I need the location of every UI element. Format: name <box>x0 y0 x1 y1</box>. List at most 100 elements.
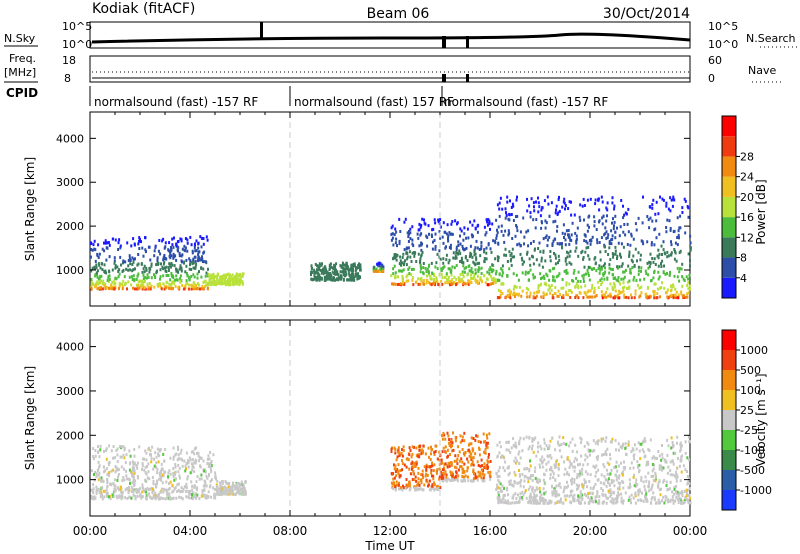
range-cell <box>542 487 545 491</box>
range-cell <box>670 243 673 247</box>
range-cell <box>564 243 567 247</box>
range-cell <box>596 478 599 482</box>
range-cell <box>131 263 134 266</box>
range-cell <box>456 221 459 225</box>
range-cell <box>583 204 586 207</box>
range-cell <box>402 268 405 272</box>
range-cell <box>466 457 469 461</box>
range-cell <box>348 268 351 272</box>
range-cell <box>519 492 522 496</box>
range-cell <box>590 267 593 271</box>
range-cell <box>609 499 612 503</box>
range-cell <box>463 267 466 271</box>
range-cell <box>665 204 668 208</box>
range-cell <box>579 280 582 283</box>
range-cell <box>98 455 101 459</box>
range-cell <box>144 449 147 453</box>
range-cell <box>432 477 435 481</box>
range-cell <box>548 499 551 503</box>
range-cell <box>189 263 191 267</box>
range-cell <box>398 473 401 477</box>
range-cell <box>586 455 589 459</box>
range-cell <box>575 246 578 250</box>
range-cell <box>509 451 512 454</box>
range-cell <box>411 276 414 280</box>
range-cell <box>181 260 183 264</box>
range-cell <box>596 458 599 461</box>
range-cell <box>596 490 599 494</box>
range-cell <box>213 282 216 286</box>
range-cell <box>638 286 641 290</box>
range-cell <box>179 451 182 455</box>
range-cell <box>115 449 118 452</box>
range-cell <box>577 486 580 490</box>
range-cell <box>399 469 402 472</box>
range-cell <box>317 277 320 281</box>
range-cell <box>234 487 237 491</box>
range-cell <box>598 266 601 270</box>
range-cell <box>598 271 601 275</box>
range-cell <box>440 272 443 276</box>
range-cell <box>184 489 187 493</box>
range-cell <box>684 495 687 499</box>
range-cell <box>527 487 530 491</box>
range-cell <box>476 434 479 438</box>
range-cell <box>332 266 334 270</box>
range-cell <box>669 227 672 230</box>
range-cell <box>181 489 184 493</box>
range-cell <box>509 482 512 486</box>
range-cell <box>582 486 585 490</box>
range-cell <box>391 224 394 228</box>
range-cell <box>658 467 661 471</box>
range-cell <box>103 465 105 469</box>
range-cell <box>398 242 401 246</box>
range-cell <box>214 282 217 286</box>
range-cell <box>116 486 119 490</box>
range-cell <box>506 260 509 263</box>
range-cell <box>442 466 445 470</box>
range-cell <box>465 236 468 240</box>
range-cell <box>660 458 663 462</box>
range-cell <box>441 472 444 475</box>
range-cell <box>432 227 435 231</box>
range-cell <box>129 481 131 485</box>
range-cell <box>474 246 477 250</box>
range-cell <box>537 450 540 454</box>
range-cell <box>194 495 197 499</box>
range-cell <box>576 487 578 491</box>
range-cell <box>464 282 467 286</box>
range-cell <box>548 214 551 218</box>
range-cell <box>601 296 604 300</box>
range-cell <box>484 281 487 285</box>
range-cell <box>242 492 245 496</box>
range-cell <box>393 476 396 480</box>
range-cell <box>514 441 517 445</box>
range-cell <box>318 267 320 271</box>
range-cell <box>587 442 590 446</box>
colorbar-tick-label: -25 <box>740 424 758 437</box>
range-cell <box>558 493 561 497</box>
range-cell <box>175 274 178 278</box>
range-cell <box>494 272 497 276</box>
range-cell <box>106 478 109 482</box>
range-cell <box>399 474 402 478</box>
range-cell <box>119 485 122 489</box>
range-cell <box>455 245 458 249</box>
x-tick-label: 12:00 <box>373 524 408 538</box>
range-cell <box>114 456 116 460</box>
range-cell <box>471 460 474 464</box>
range-cell <box>622 277 625 281</box>
range-cell <box>454 256 457 260</box>
range-cell <box>197 246 200 250</box>
range-cell <box>411 238 414 242</box>
range-cell <box>147 462 150 466</box>
range-cell <box>544 490 547 494</box>
range-cell <box>600 277 603 281</box>
range-cell <box>409 472 412 476</box>
range-cell <box>568 494 571 498</box>
range-cell <box>395 254 398 258</box>
range-cell <box>433 278 436 281</box>
range-cell <box>632 476 635 479</box>
range-cell <box>222 489 225 493</box>
range-cell <box>629 482 631 486</box>
